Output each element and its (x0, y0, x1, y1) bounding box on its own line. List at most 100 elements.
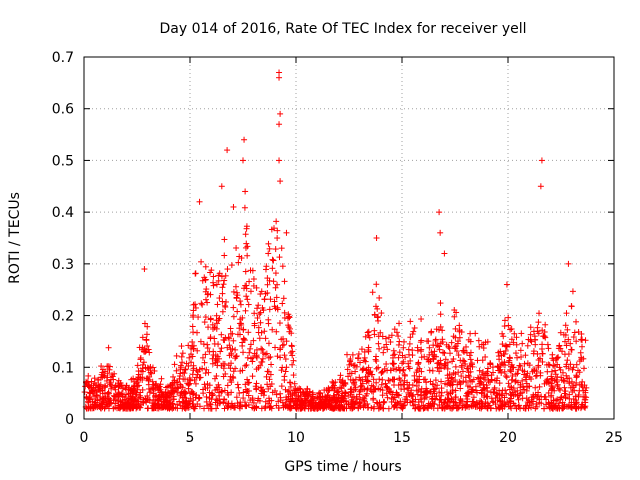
roti-point (535, 319, 542, 326)
roti-point (515, 396, 522, 403)
roti-point (567, 384, 574, 391)
roti-point (199, 301, 206, 308)
roti-point (500, 351, 507, 358)
roti-point (568, 404, 575, 411)
roti-point (189, 391, 196, 398)
roti-point (190, 301, 197, 308)
roti-point (546, 379, 553, 386)
roti-outlier-point (242, 188, 249, 195)
roti-point (142, 395, 149, 402)
roti-point (239, 314, 246, 321)
roti-point (264, 381, 271, 388)
roti-point (389, 376, 396, 383)
roti-point (384, 384, 391, 391)
roti-point (399, 367, 406, 374)
roti-point (329, 378, 336, 385)
roti-point (337, 384, 344, 391)
roti-point (190, 403, 197, 410)
roti-point (343, 400, 350, 407)
roti-point (503, 374, 510, 381)
roti-point (204, 299, 211, 306)
roti-point (478, 390, 485, 397)
roti-point (557, 394, 564, 401)
roti-point (234, 308, 241, 315)
roti-point (361, 348, 368, 355)
roti-point (141, 320, 148, 327)
roti-point (315, 400, 322, 407)
roti-point (459, 368, 466, 375)
roti-point (524, 342, 531, 349)
roti-point (448, 339, 455, 346)
roti-point (484, 388, 491, 395)
roti-point (536, 310, 543, 317)
roti-point (468, 361, 475, 368)
roti-point (490, 369, 497, 376)
roti-point (480, 384, 487, 391)
roti-point (147, 369, 154, 376)
roti-point (365, 332, 372, 339)
roti-point (148, 370, 155, 377)
roti-point (281, 373, 288, 380)
roti-point (243, 361, 250, 368)
roti-point (433, 393, 440, 400)
roti-point (224, 266, 231, 273)
roti-point (372, 303, 379, 310)
roti-point (232, 353, 239, 360)
roti-point (384, 394, 391, 401)
roti-point (430, 381, 437, 388)
roti-point (265, 340, 272, 347)
roti-point (582, 387, 589, 394)
roti-point (180, 398, 187, 405)
roti-point (243, 403, 250, 410)
roti-point (260, 350, 267, 357)
roti-point (144, 323, 151, 330)
roti-point (330, 380, 337, 387)
roti-point (522, 402, 529, 409)
roti-point (487, 360, 494, 367)
roti-point (289, 352, 296, 359)
roti-point (380, 405, 387, 412)
roti-point (405, 346, 412, 353)
roti-point (237, 368, 244, 375)
roti-point (287, 379, 294, 386)
roti-point (109, 371, 116, 378)
roti-outlier-point (196, 198, 203, 205)
roti-point (522, 352, 529, 359)
roti-point (407, 357, 414, 364)
roti-point (123, 386, 130, 393)
roti-point (402, 354, 409, 361)
roti-point (206, 382, 213, 389)
roti-point (485, 377, 492, 384)
roti-point (254, 397, 261, 404)
y-tick-label: 0.5 (52, 153, 74, 169)
roti-point (583, 394, 590, 401)
roti-point (241, 285, 248, 292)
roti-point (249, 358, 256, 365)
roti-point (194, 347, 201, 354)
roti-point (249, 354, 256, 361)
roti-point (418, 368, 425, 375)
roti-point (437, 323, 444, 330)
roti-point (144, 364, 151, 371)
roti-point (441, 350, 448, 357)
roti-point (376, 345, 383, 352)
roti-point (346, 361, 353, 368)
roti-point (406, 365, 413, 372)
roti-point (403, 393, 410, 400)
roti-point (357, 359, 364, 366)
roti-point (475, 337, 482, 344)
roti-point (158, 375, 165, 382)
roti-point (535, 364, 542, 371)
roti-point (391, 394, 398, 401)
roti-point (106, 366, 113, 373)
roti-point (216, 270, 223, 277)
roti-point (443, 389, 450, 396)
roti-point (407, 334, 414, 341)
roti-point (438, 378, 445, 385)
roti-point (352, 384, 359, 391)
roti-point (544, 341, 551, 348)
roti-point (179, 359, 186, 366)
roti-point (147, 363, 154, 370)
roti-point (249, 373, 256, 380)
roti-point (217, 348, 224, 355)
